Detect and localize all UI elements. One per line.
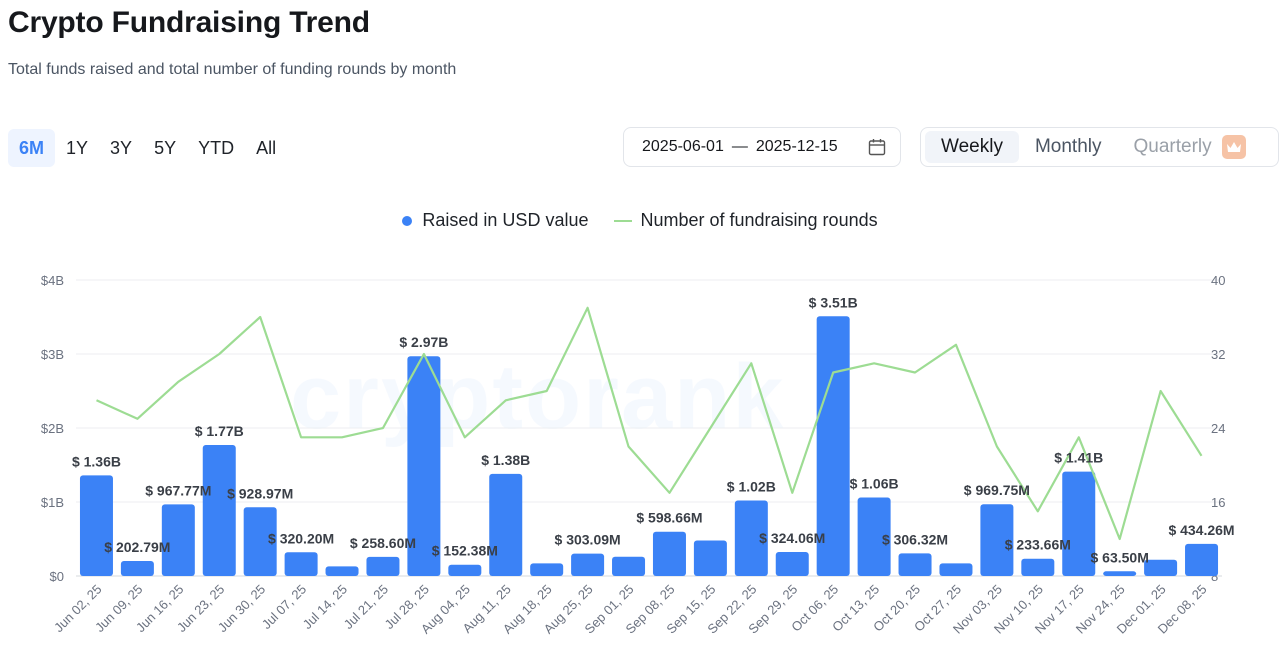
range-tab-3y[interactable]: 3Y (110, 137, 133, 158)
bar (980, 504, 1014, 576)
period-quarterly-label: Quarterly (1133, 136, 1212, 157)
calendar-icon[interactable] (868, 138, 886, 156)
y-right-tick-label: 8 (1211, 569, 1218, 584)
bar (652, 531, 686, 576)
bar-value-label: $ 434.26M (1168, 522, 1234, 538)
bar (775, 552, 809, 576)
period-quarterly[interactable]: Quarterly (1117, 131, 1255, 163)
legend-bar-marker (402, 215, 413, 226)
bar-value-label: $ 1.77B (195, 423, 244, 439)
legend-label-raised: Raised in USD value (422, 210, 589, 230)
bar (79, 475, 113, 576)
bar-value-label: $ 258.60M (350, 535, 416, 551)
period-selector: Weekly Monthly Quarterly (920, 127, 1279, 167)
period-monthly[interactable]: Monthly (1034, 136, 1102, 157)
bar-value-label: $ 233.66M (1005, 537, 1071, 553)
bar-value-label: $ 1.41B (1054, 450, 1103, 466)
bar (898, 553, 932, 576)
bar (530, 563, 564, 576)
legend-item-rounds[interactable]: Number of fundraising rounds (614, 210, 878, 231)
bar-value-label: $ 598.66M (636, 510, 702, 526)
bar (1021, 558, 1055, 576)
crown-icon (1221, 135, 1246, 159)
bar-value-label: $ 324.06M (759, 530, 825, 546)
bar (243, 507, 277, 576)
range-tab-1y[interactable]: 1Y (66, 137, 89, 158)
bar (571, 553, 605, 576)
date-range-picker[interactable]: 2025-06-01 — 2025-12-15 (623, 127, 901, 167)
bar (448, 564, 482, 576)
y-right-tick-label: 16 (1211, 495, 1225, 510)
bar-value-label: $ 320.20M (268, 530, 334, 546)
bar (939, 563, 973, 576)
page-title: Crypto Fundraising Trend (8, 6, 370, 39)
bar-value-label: $ 1.02B (727, 479, 776, 495)
chart-legend: Raised in USD value Number of fundraisin… (0, 210, 1280, 231)
bar (612, 556, 646, 576)
date-range-start: 2025-06-01 (642, 138, 724, 155)
range-tab-5y[interactable]: 5Y (154, 137, 177, 158)
bar-value-label: $ 1.38B (481, 452, 530, 468)
bar (325, 566, 359, 576)
y-left-tick-label: $2B (41, 421, 64, 436)
bar-value-label: $ 967.77M (145, 482, 211, 498)
legend-label-rounds: Number of fundraising rounds (640, 210, 878, 230)
bar (734, 500, 768, 576)
y-left-tick-label: $1B (41, 495, 64, 510)
bar (366, 556, 400, 576)
y-right-tick-label: 32 (1211, 347, 1225, 362)
bar (161, 504, 195, 576)
bar (1062, 471, 1096, 576)
y-right-tick-label: 24 (1211, 421, 1225, 436)
range-tab-6m[interactable]: 6M (8, 129, 56, 167)
bar (857, 497, 891, 576)
bar (202, 445, 236, 576)
page-subtitle: Total funds raised and total number of f… (8, 61, 457, 78)
bar-value-label: $ 152.38M (432, 543, 498, 559)
legend-line-marker (614, 219, 633, 222)
bar (1144, 559, 1178, 576)
bar-value-label: $ 969.75M (964, 482, 1030, 498)
y-right-tick-label: 40 (1211, 273, 1225, 288)
bar (1103, 571, 1137, 576)
y-left-tick-label: $4B (41, 273, 64, 288)
rounds-line (96, 306, 1203, 541)
bar (407, 356, 441, 576)
date-range-separator: — (731, 138, 748, 155)
bar (489, 473, 523, 576)
bar (284, 552, 318, 576)
range-tab-all[interactable]: All (256, 137, 277, 158)
bar-value-label: $ 2.97B (399, 334, 448, 350)
bar-value-label: $ 306.32M (882, 531, 948, 547)
y-left-tick-label: $3B (41, 347, 64, 362)
range-tabs: 6M 1Y 3Y 5Y YTD All (8, 128, 287, 168)
legend-item-raised[interactable]: Raised in USD value (402, 210, 588, 231)
bar (1185, 543, 1219, 576)
y-left-tick-label: $0 (50, 569, 64, 584)
bar-value-label: $ 1.36B (72, 453, 121, 469)
bar (120, 560, 154, 576)
range-tab-ytd[interactable]: YTD (198, 137, 235, 158)
bar-value-label: $ 303.09M (555, 532, 621, 548)
bar-value-label: $ 202.79M (104, 539, 170, 555)
bar (693, 540, 727, 576)
period-weekly[interactable]: Weekly (925, 131, 1019, 163)
bar-value-label: $ 3.51B (809, 294, 858, 310)
bar-value-label: $ 63.50M (1090, 549, 1148, 565)
bar-value-label: $ 928.97M (227, 485, 293, 501)
date-range-end: 2025-12-15 (755, 138, 838, 155)
bar-value-label: $ 1.06B (850, 476, 899, 492)
bar (816, 316, 850, 576)
